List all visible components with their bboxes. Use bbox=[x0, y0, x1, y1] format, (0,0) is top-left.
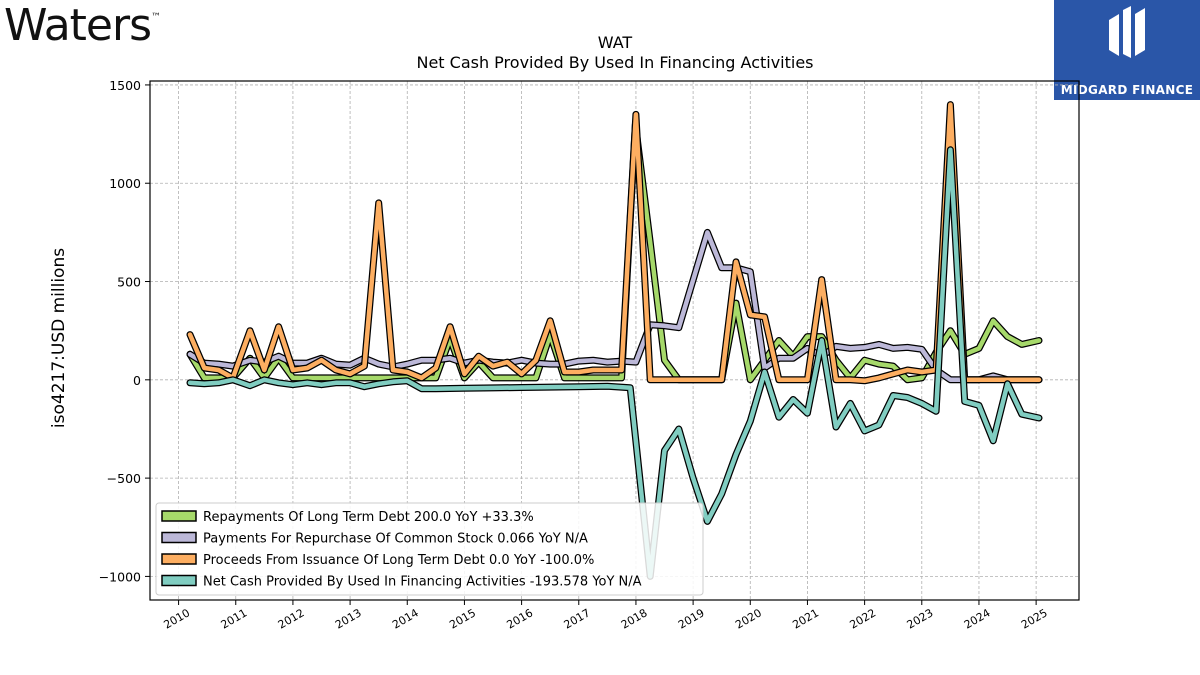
plot-frame bbox=[149, 80, 1080, 601]
x-tick-label: 2023 bbox=[905, 606, 936, 631]
x-tick-label: 2014 bbox=[390, 606, 421, 631]
x-tick-label: 2016 bbox=[504, 606, 535, 631]
midgard-finance-watermark: MIDGARD FINANCE bbox=[1054, 0, 1200, 100]
x-tick-label: 2025 bbox=[1019, 606, 1050, 631]
legend-swatch bbox=[161, 553, 197, 565]
x-tick-label: 2013 bbox=[333, 606, 364, 631]
chart-subtitle: Net Cash Provided By Used In Financing A… bbox=[416, 53, 813, 72]
x-ticks: 2010 2011 2012 2013 2014 2015 2016 2017 2018 2019… bbox=[161, 600, 1050, 632]
y-tick-label: 0 bbox=[133, 373, 141, 388]
x-tick-label: 2012 bbox=[276, 606, 307, 631]
series-3 bbox=[186, 146, 1043, 580]
series-line bbox=[187, 147, 1042, 579]
x-tick-label: 2018 bbox=[619, 606, 650, 631]
x-tick-label: 2015 bbox=[447, 606, 478, 631]
brand-logo-text: Waters bbox=[4, 0, 152, 51]
series-lines bbox=[186, 101, 1043, 580]
x-tick-label: 2024 bbox=[962, 606, 993, 631]
series-0 bbox=[186, 120, 1043, 384]
legend-swatch bbox=[161, 510, 197, 522]
brand-logo: Waters™ bbox=[4, 0, 161, 51]
series-line bbox=[187, 230, 1042, 383]
y-tick-label: 1000 bbox=[109, 176, 141, 191]
x-tick-label: 2019 bbox=[676, 606, 707, 631]
y-tick-label: −1000 bbox=[99, 569, 141, 584]
legend-entry: Payments For Repurchase Of Common Stock … bbox=[203, 532, 588, 547]
x-tick-label: 2020 bbox=[733, 606, 764, 631]
y-tick-label: −500 bbox=[107, 471, 141, 486]
series-line-outline bbox=[186, 101, 1043, 385]
midgard-logo-icon bbox=[1054, 0, 1200, 83]
legend-box bbox=[155, 502, 704, 596]
legend-entry: Repayments Of Long Term Debt 200.0 YoY +… bbox=[203, 510, 534, 525]
legend-entry: Net Cash Provided By Used In Financing A… bbox=[203, 575, 642, 590]
x-tick-label: 2021 bbox=[790, 606, 821, 631]
x-tick-label: 2017 bbox=[562, 606, 593, 631]
x-tick-label: 2022 bbox=[847, 606, 878, 631]
legend-swatch bbox=[161, 574, 197, 587]
legend: Repayments Of Long Term Debt 200.0 YoY +… bbox=[155, 502, 704, 596]
series-2 bbox=[186, 101, 1043, 385]
y-axis-label: iso4217:USD millions bbox=[49, 248, 69, 428]
x-tick-label: 2010 bbox=[161, 606, 192, 631]
series-line bbox=[187, 102, 1042, 384]
watermark-text: MIDGARD FINANCE bbox=[1060, 83, 1194, 97]
y-tick-label: 1500 bbox=[109, 78, 141, 93]
series-line bbox=[187, 122, 1042, 383]
chart-title: WAT bbox=[598, 33, 633, 52]
y-ticks: −1000 −500 0 500 1000 1500 bbox=[99, 78, 150, 584]
series-line-outline bbox=[186, 120, 1043, 384]
legend-swatch bbox=[161, 531, 197, 544]
y-tick-label: 500 bbox=[117, 275, 141, 290]
x-tick-label: 2011 bbox=[219, 606, 250, 631]
trademark-mark: ™ bbox=[151, 12, 161, 23]
series-1 bbox=[186, 228, 1043, 384]
legend-entry: Proceeds From Issuance Of Long Term Debt… bbox=[203, 553, 594, 568]
